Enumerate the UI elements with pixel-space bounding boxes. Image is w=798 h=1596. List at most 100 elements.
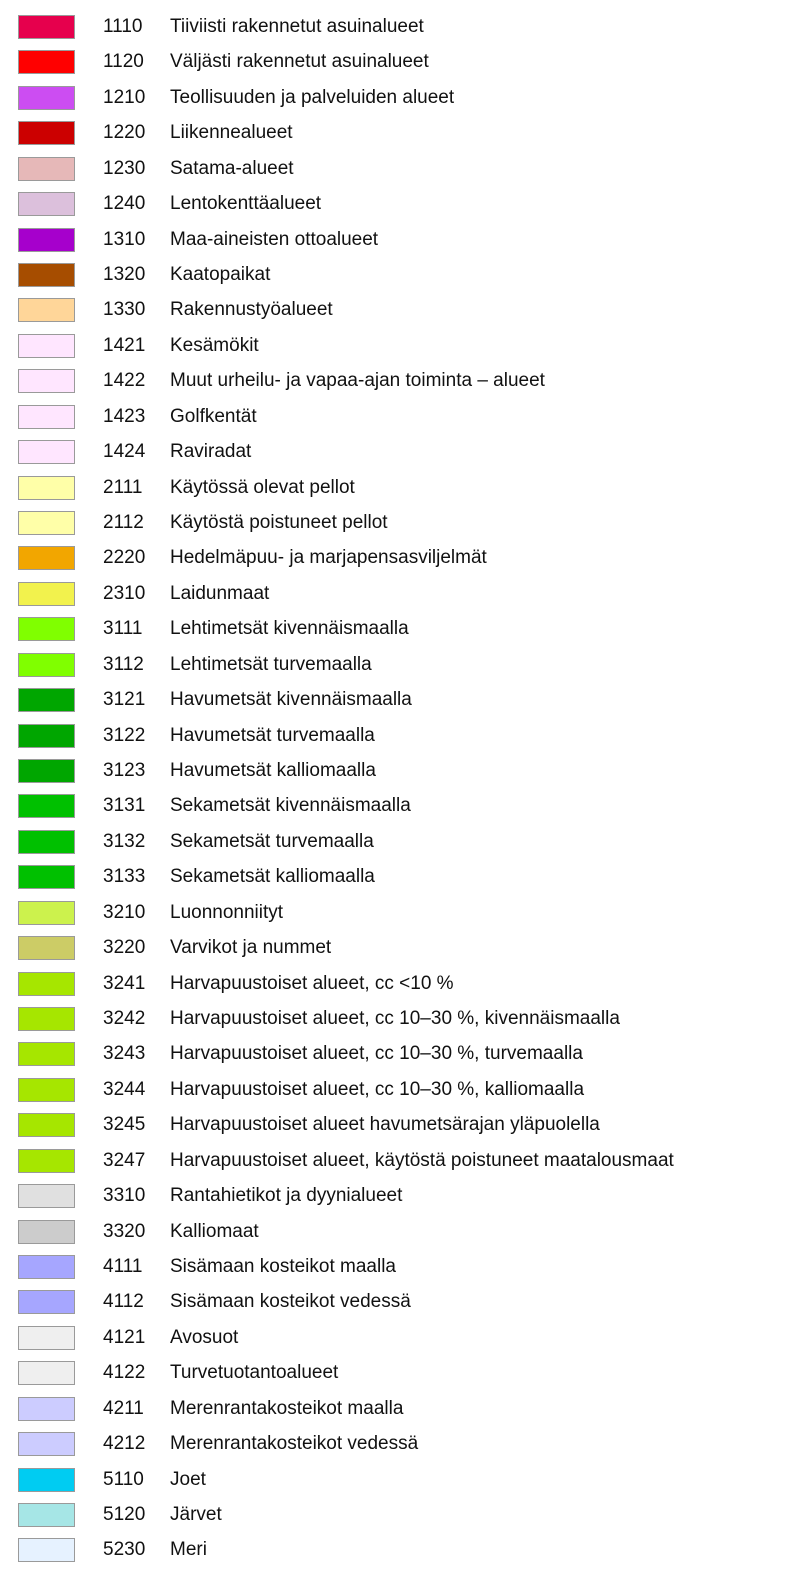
class-code: 3131 (103, 795, 146, 817)
class-code: 3245 (103, 1114, 146, 1136)
class-label: Sisämaan kosteikot vedessä (170, 1291, 411, 1313)
class-label: Harvapuustoiset alueet, cc 10–30 %, kive… (170, 1008, 620, 1030)
class-code: 5230 (103, 1539, 146, 1561)
color-swatch (18, 1255, 75, 1280)
class-code: 1421 (103, 334, 146, 356)
class-label: Harvapuustoiset alueet, cc 10–30 %, turv… (170, 1043, 583, 1065)
class-code: 4121 (103, 1326, 146, 1348)
class-label: Raviradat (170, 441, 252, 463)
class-code: 3243 (103, 1043, 146, 1065)
class-label: Lehtimetsät turvemaalla (170, 653, 372, 675)
color-swatch (18, 1290, 75, 1315)
class-code: 3210 (103, 901, 146, 923)
class-code: 4212 (103, 1433, 146, 1455)
class-label: Havumetsät turvemaalla (170, 724, 375, 746)
class-code: 5110 (103, 1468, 144, 1490)
class-code: 3123 (103, 760, 146, 782)
class-code: 5120 (103, 1504, 146, 1526)
color-swatch (18, 865, 75, 890)
class-label: Kaatopaikat (170, 264, 271, 285)
color-swatch (18, 652, 75, 677)
color-swatch (18, 156, 75, 181)
color-swatch (18, 1361, 75, 1386)
color-swatch (18, 15, 75, 39)
class-code: 3122 (103, 724, 146, 746)
color-swatch (18, 1042, 75, 1067)
class-label: Luonnonniityt (170, 901, 284, 923)
class-code: 1310 (103, 228, 146, 250)
class-label: Havumetsät kivennäismaalla (170, 689, 412, 711)
color-swatch (18, 1007, 75, 1032)
class-code: 3310 (103, 1185, 146, 1207)
color-swatch (18, 546, 75, 571)
class-label: Harvapuustoiset alueet, käytöstä poistun… (170, 1149, 674, 1171)
class-label: Laidunmaat (170, 582, 270, 604)
class-code: 4122 (103, 1362, 146, 1384)
class-code: 3112 (103, 653, 144, 675)
color-swatch (18, 298, 75, 323)
color-swatch (18, 1148, 75, 1173)
class-label: Harvapuustoiset alueet havumetsärajan yl… (170, 1114, 600, 1136)
class-code: 1240 (103, 193, 146, 215)
class-code: 1330 (103, 299, 146, 321)
color-swatch (18, 971, 75, 996)
class-code: 3244 (103, 1078, 146, 1100)
class-label: Maa-aineisten ottoalueet (170, 228, 379, 250)
color-swatch (18, 1396, 75, 1421)
class-label: Harvapuustoiset alueet, cc 10–30 %, kall… (170, 1078, 585, 1100)
class-label: Merenrantakosteikot vedessä (170, 1433, 419, 1455)
class-code: 3133 (103, 866, 146, 888)
class-label: Turvetuotantoalueet (170, 1362, 339, 1384)
class-code: 1423 (103, 405, 146, 427)
color-swatch (18, 85, 75, 110)
class-code: 4112 (103, 1291, 144, 1313)
color-swatch (18, 227, 75, 252)
color-swatch (18, 1538, 75, 1563)
color-swatch (18, 1113, 75, 1138)
class-code: 4211 (103, 1397, 144, 1419)
class-code: 1120 (103, 51, 144, 73)
color-swatch (18, 794, 75, 819)
color-swatch (18, 1432, 75, 1457)
color-swatch (18, 333, 75, 358)
class-label: Harvapuustoiset alueet, cc <10 % (170, 972, 454, 994)
class-label: Havumetsät kalliomaalla (170, 760, 376, 782)
class-code: 2220 (103, 547, 146, 569)
color-swatch (18, 1325, 75, 1350)
color-swatch (18, 1077, 75, 1102)
class-code: 1110 (103, 16, 143, 37)
class-label: Hedelmäpuu- ja marjapensasviljelmät (170, 547, 487, 569)
color-swatch (18, 1219, 75, 1244)
class-code: 3132 (103, 830, 146, 852)
color-swatch (18, 581, 75, 606)
color-swatch (18, 1503, 75, 1528)
class-label: Tiiviisti rakennetut asuinalueet (170, 16, 424, 37)
class-code: 3242 (103, 1008, 146, 1030)
color-swatch (18, 50, 75, 75)
class-label: Joet (170, 1468, 206, 1490)
class-label: Avosuot (170, 1326, 239, 1348)
color-swatch (18, 369, 75, 394)
class-label: Sekametsät kalliomaalla (170, 866, 375, 888)
class-label: Sisämaan kosteikot maalla (170, 1256, 396, 1278)
class-code: 2112 (103, 512, 144, 534)
class-code: 1220 (103, 122, 146, 144)
class-label: Väljästi rakennetut asuinalueet (170, 51, 429, 73)
color-swatch (18, 121, 75, 146)
class-code: 1210 (103, 86, 146, 108)
color-swatch (18, 829, 75, 854)
class-label: Rantahietikot ja dyynialueet (170, 1185, 403, 1207)
color-swatch (18, 617, 75, 642)
class-code: 3241 (103, 972, 146, 994)
color-swatch (18, 263, 75, 287)
color-swatch (18, 1467, 75, 1492)
class-label: Lehtimetsät kivennäismaalla (170, 618, 409, 640)
class-label: Sekametsät kivennäismaalla (170, 795, 411, 817)
class-label: Käytössä olevat pellot (170, 476, 355, 498)
color-swatch (18, 1184, 75, 1209)
class-label: Lentokenttäalueet (170, 193, 322, 215)
class-code: 3220 (103, 937, 146, 959)
color-swatch (18, 723, 75, 748)
class-label: Meri (170, 1539, 207, 1561)
